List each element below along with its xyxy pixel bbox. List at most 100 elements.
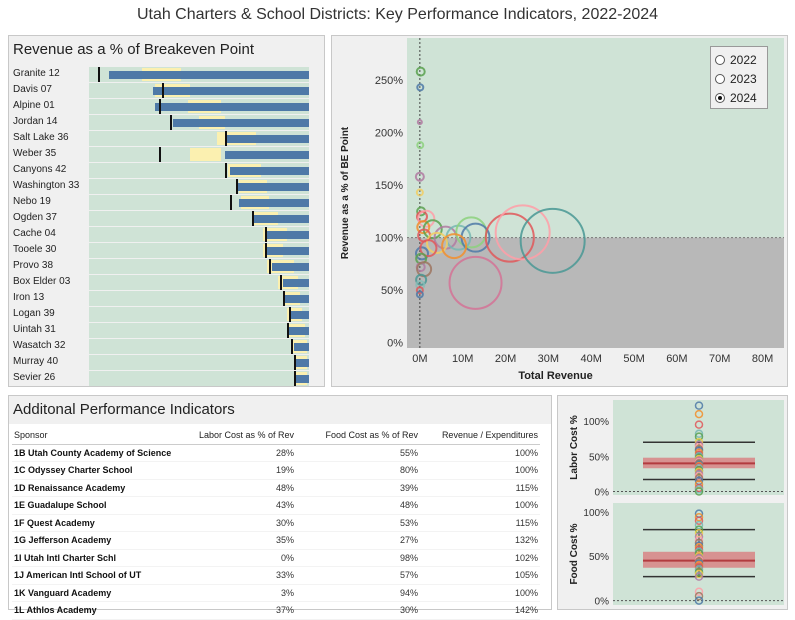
- table-row[interactable]: 1E Guadalupe School 43% 48% 100%: [12, 496, 540, 515]
- boxplot-point[interactable]: [694, 420, 704, 429]
- bar-row[interactable]: Ogden 37: [9, 211, 324, 226]
- scatter-point[interactable]: [416, 83, 425, 92]
- revenue-bar[interactable]: [293, 359, 309, 367]
- boxplot-point[interactable]: [694, 512, 704, 522]
- table-row[interactable]: 1C Odyssey Charter School 19% 80% 100%: [12, 461, 540, 480]
- bar-row[interactable]: Tooele 30: [9, 243, 324, 258]
- scatter-point[interactable]: [414, 246, 429, 261]
- revenue-bar[interactable]: [251, 215, 309, 223]
- scatter-point[interactable]: [441, 233, 468, 260]
- radio-2024-icon[interactable]: [715, 92, 725, 103]
- revenue-bar[interactable]: [282, 279, 309, 287]
- bar-row[interactable]: Salt Lake 36: [9, 131, 324, 146]
- col-sponsor[interactable]: Sponsor: [12, 427, 188, 445]
- revenue-bar[interactable]: [229, 167, 309, 175]
- food-cost-boxplot[interactable]: 0% 50% 100%Food Cost %: [558, 499, 787, 609]
- bar-row[interactable]: Provo 38: [9, 259, 324, 274]
- bar-row[interactable]: Wasatch 32: [9, 339, 324, 354]
- revenue-bar[interactable]: [152, 87, 309, 95]
- boxplot-point[interactable]: [694, 549, 704, 558]
- revenue-scatter-chart[interactable]: 0% 50% 100% 150% 200% 250% 0M 10M 20M 30M 40M 50M 60…: [332, 36, 787, 386]
- bar-row[interactable]: Sevier 26: [9, 371, 324, 386]
- revenue-bar[interactable]: [293, 343, 309, 351]
- scatter-point[interactable]: [425, 231, 448, 254]
- scatter-point[interactable]: [415, 286, 424, 295]
- boxplot-point[interactable]: [694, 587, 704, 596]
- revenue-bar[interactable]: [284, 295, 309, 303]
- bar-row[interactable]: Davis 07: [9, 83, 324, 98]
- scatter-point[interactable]: [415, 290, 424, 299]
- boxplot-point[interactable]: [694, 516, 704, 525]
- table-row[interactable]: 1B Utah County Academy of Science 28% 55% 1…: [12, 444, 540, 462]
- col-labor[interactable]: Labor Cost as % of Rev: [188, 427, 296, 445]
- table-row[interactable]: 1G Jefferson Academy 35% 27% 132%: [12, 531, 540, 550]
- scatter-point[interactable]: [416, 119, 423, 126]
- bar-row[interactable]: Nebo 19: [9, 195, 324, 210]
- table-row[interactable]: 1J American Intl School of UT 33% 57% 105%: [12, 566, 540, 585]
- revenue-bar[interactable]: [289, 311, 309, 319]
- labor-cost-boxplot[interactable]: 0% 50% 100%Labor Cost %: [558, 396, 787, 499]
- scatter-point[interactable]: [415, 188, 424, 197]
- year-option-2023[interactable]: 2023: [715, 69, 763, 88]
- table-row[interactable]: 1F Quest Academy 30% 53% 115%: [12, 514, 540, 532]
- boxplot-point[interactable]: [694, 487, 704, 496]
- revenue-bar[interactable]: [236, 183, 309, 191]
- radio-2023-icon[interactable]: [715, 73, 725, 84]
- col-food[interactable]: Food Cost as % of Rev: [296, 427, 420, 445]
- bar-row[interactable]: Box Elder 03: [9, 275, 324, 290]
- radio-2022-icon[interactable]: [715, 54, 725, 65]
- scatter-point[interactable]: [417, 209, 436, 228]
- revenue-bar[interactable]: [155, 103, 309, 111]
- boxplot-point[interactable]: [694, 572, 704, 581]
- bar-row[interactable]: Iron 13: [9, 291, 324, 306]
- table-row[interactable]: 1L Athlos Academy 37% 30% 142%: [12, 601, 540, 620]
- revenue-bar[interactable]: [265, 231, 309, 239]
- boxplot-point[interactable]: [694, 543, 704, 552]
- scatter-point[interactable]: [419, 239, 438, 258]
- bar-row[interactable]: Weber 35: [9, 147, 324, 162]
- year-option-2022[interactable]: 2022: [715, 50, 763, 69]
- col-rev[interactable]: Revenue / Expenditures: [420, 427, 540, 445]
- scatter-point[interactable]: [519, 207, 586, 274]
- boxplot-point[interactable]: [694, 596, 704, 605]
- revenue-bar[interactable]: [225, 151, 309, 159]
- scatter-point[interactable]: [494, 204, 551, 261]
- bar-row[interactable]: Logan 39: [9, 307, 324, 322]
- scatter-point[interactable]: [415, 66, 426, 77]
- bar-row[interactable]: Cache 04: [9, 227, 324, 242]
- boxplot-point[interactable]: [694, 409, 704, 419]
- scatter-point[interactable]: [484, 212, 535, 263]
- year-option-2024[interactable]: 2024: [715, 88, 763, 107]
- bar-row[interactable]: Washington 33: [9, 179, 324, 194]
- table-row[interactable]: 1D Renaissance Academy 48% 39% 115%: [12, 479, 540, 497]
- revenue-bar[interactable]: [295, 375, 309, 383]
- boxplot-point[interactable]: [694, 429, 704, 439]
- boxplot-point[interactable]: [694, 532, 704, 541]
- bar-row[interactable]: Uintah 31: [9, 323, 324, 338]
- table-row[interactable]: 1K Vanguard Academy 3% 94% 100%: [12, 584, 540, 602]
- revenue-bar[interactable]: [108, 71, 309, 79]
- boxplot-point[interactable]: [694, 569, 704, 579]
- revenue-bar[interactable]: [267, 247, 309, 255]
- revenue-bar[interactable]: [287, 327, 309, 335]
- revenue-bar[interactable]: [271, 263, 309, 271]
- scatter-point[interactable]: [414, 171, 425, 182]
- table-row[interactable]: 1I Utah Intl Charter Schl 0% 98% 102%: [12, 549, 540, 567]
- scatter-point[interactable]: [448, 255, 503, 310]
- boxplot-point[interactable]: [694, 432, 704, 441]
- scatter-point[interactable]: [416, 220, 431, 235]
- revenue-bar[interactable]: [225, 135, 309, 143]
- revenue-bar[interactable]: [238, 199, 309, 207]
- revenue-bar[interactable]: [172, 119, 309, 127]
- bar-row[interactable]: Alpine 01: [9, 99, 324, 114]
- scatter-point[interactable]: [415, 279, 426, 290]
- bar-row[interactable]: Murray 40: [9, 355, 324, 370]
- bar-row[interactable]: Canyons 42: [9, 163, 324, 178]
- boxplot-point[interactable]: [694, 401, 704, 410]
- boxplot-point[interactable]: [694, 520, 704, 530]
- bar-row[interactable]: Jordan 14: [9, 115, 324, 130]
- scatter-point[interactable]: [416, 141, 425, 150]
- scatter-point[interactable]: [415, 273, 428, 286]
- bar-row[interactable]: Granite 12: [9, 67, 324, 82]
- boxplot-point[interactable]: [694, 591, 704, 601]
